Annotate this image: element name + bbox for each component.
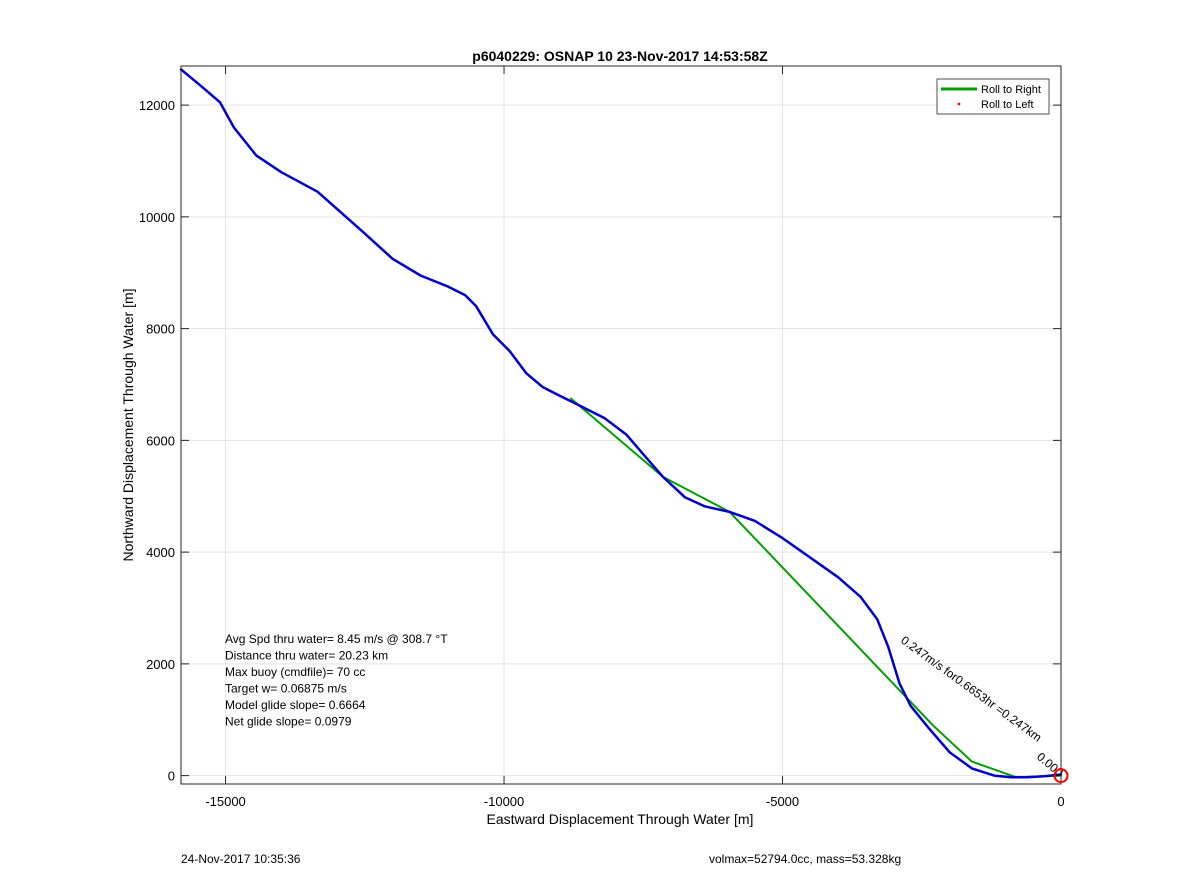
x-tick-label: -5000 <box>766 794 799 809</box>
stats-annotation-line: Target w= 0.06875 m/s <box>225 682 347 696</box>
x-tick-label: 0 <box>1057 794 1064 809</box>
legend-label-roll-right: Roll to Right <box>981 84 1041 96</box>
x-tick-label: -15000 <box>205 794 245 809</box>
legend-swatch-roll-left <box>957 102 961 106</box>
series-layer <box>179 68 1063 779</box>
y-tick-label: 12000 <box>139 98 175 113</box>
footer-timestamp: 24-Nov-2017 10:35:36 <box>181 852 301 866</box>
y-tick-label: 0 <box>168 769 175 784</box>
axis-ticks: -15000 -10000 -5000 0 0 2000 4000 6000 8000 10000… <box>139 66 1065 809</box>
y-axis-label: Northward Displacement Through Water [m] <box>120 288 136 561</box>
grid-lines <box>181 66 1062 784</box>
y-tick-label: 6000 <box>146 433 175 448</box>
plot-area-frame <box>180 65 1062 785</box>
y-tick-label: 8000 <box>146 322 175 337</box>
footer-mass-info: volmax=52794.0cc, mass=53.328kg <box>709 852 902 866</box>
stats-annotation-line: Avg Spd thru water= 8.45 m/s @ 308.7 °T <box>225 632 448 646</box>
legend-box <box>936 78 1050 115</box>
end-marker <box>1053 768 1069 784</box>
x-axis-label: Eastward Displacement Through Water [m] <box>487 811 754 827</box>
stats-annotation-line: Max buoy (cmdfile)= 70 cc <box>225 665 365 679</box>
y-tick-label: 4000 <box>146 545 175 560</box>
current-vector-label: 0.247m/s for0.6653hr =0.247km <box>898 633 1044 745</box>
y-tick-label: 10000 <box>139 210 175 225</box>
x-tick-label: -10000 <box>484 794 524 809</box>
legend: Roll to Right Roll to Left <box>936 78 1050 115</box>
stats-annotation-line: Model glide slope= 0.6664 <box>225 698 366 712</box>
stats-annotations: Avg Spd thru water= 8.45 m/s @ 308.7 °T D… <box>225 632 448 729</box>
stats-annotation-line: Distance thru water= 20.23 km <box>225 649 388 663</box>
chart-title: p6040229: OSNAP 10 23-Nov-2017 14:53:58Z <box>472 48 768 64</box>
y-tick-label: 2000 <box>146 657 175 672</box>
series-track-line <box>179 68 1063 779</box>
legend-label-roll-left: Roll to Left <box>981 99 1034 111</box>
stats-annotation-line: Net glide slope= 0.0979 <box>225 715 352 729</box>
